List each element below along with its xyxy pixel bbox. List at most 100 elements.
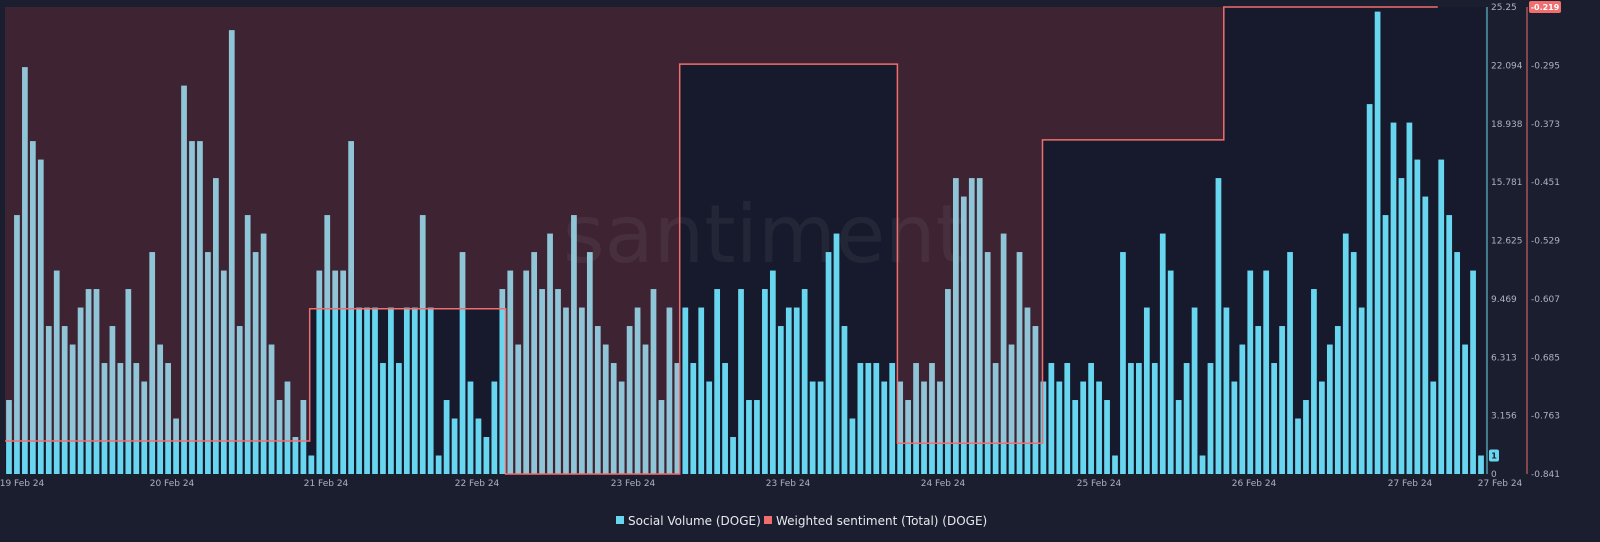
bar-segment: [1136, 363, 1142, 474]
social-volume-bar: [1199, 455, 1206, 474]
bar-segment: [189, 440, 195, 474]
bar-segment-shaded: [674, 363, 681, 474]
social-volume-bar: [1008, 344, 1015, 474]
bar-segment-shaded: [6, 400, 12, 441]
social-volume-bar: [165, 363, 171, 474]
bar-segment-shaded: [586, 252, 593, 474]
bar-segment: [1326, 344, 1333, 474]
bar-segment-shaded: [340, 270, 347, 309]
bar-segment-shaded: [507, 270, 514, 474]
bar-segment: [435, 455, 442, 474]
social-volume-bar: [77, 307, 84, 474]
bar-segment: [459, 308, 466, 474]
social-volume-bar: [730, 437, 736, 474]
social-volume-bar: [754, 400, 760, 474]
social-volume-bar: [109, 326, 116, 474]
bar-segment: [1128, 363, 1134, 474]
bar-segment: [451, 418, 458, 474]
bar-segment-shaded: [666, 307, 673, 474]
bar-segment-shaded: [594, 326, 601, 474]
social-volume-bar: [1334, 326, 1341, 474]
bar-segment-shaded: [37, 159, 44, 441]
social-volume-bar: [467, 381, 474, 474]
bar-segment: [1319, 381, 1325, 474]
bar-segment: [14, 440, 20, 474]
social-volume-bar: [1128, 363, 1134, 474]
social-volume-bar: [1016, 252, 1023, 474]
bar-segment-shaded: [953, 178, 959, 444]
bar-segment: [1255, 326, 1262, 474]
bar-segment: [1175, 400, 1182, 474]
bar-segment: [228, 440, 235, 474]
bar-segment-shaded: [1024, 307, 1031, 444]
bar-segment-shaded: [244, 215, 251, 441]
bar-segment-shaded: [260, 233, 267, 441]
social-volume-bar: [642, 344, 649, 474]
social-volume-bar: [1175, 400, 1182, 474]
social-volume-bar: [403, 307, 410, 474]
bar-segment: [1088, 363, 1094, 474]
bar-segment-shaded: [658, 400, 665, 474]
bar-segment: [714, 289, 721, 474]
bar-segment-shaded: [220, 270, 227, 441]
bar-segment-shaded: [133, 363, 140, 441]
social-volume-bar: [101, 363, 108, 474]
bar-segment: [841, 326, 848, 474]
bar-segment: [1104, 400, 1110, 474]
social-volume-bar: [929, 363, 935, 474]
bar-segment: [1446, 215, 1453, 474]
social-volume-bar: [1374, 11, 1381, 475]
social-volume-bar: [857, 363, 864, 474]
social-volume-bar: [1000, 233, 1007, 474]
social-volume-bar: [189, 141, 195, 474]
bar-segment: [754, 400, 760, 474]
bar-segment: [953, 443, 959, 474]
social-volume-bar: [157, 344, 164, 474]
watermark: santiment: [563, 188, 967, 281]
y-right-tick-label: -0.763: [1531, 412, 1560, 422]
bar-segment: [260, 440, 267, 474]
bar-segment: [340, 308, 347, 474]
bar-segment-shaded: [213, 178, 219, 441]
bar-segment: [809, 381, 816, 474]
bar-segment: [45, 440, 52, 474]
social-volume-bar: [1263, 270, 1270, 474]
social-volume-bar: [443, 400, 450, 474]
social-volume-bar: [1390, 122, 1397, 474]
bar-segment-shaded: [992, 363, 999, 444]
bar-segment: [157, 440, 164, 474]
bar-segment: [897, 443, 904, 474]
social-volume-bar: [141, 381, 148, 474]
bar-segment: [292, 440, 299, 474]
social-volume-bar: [1478, 455, 1484, 474]
bar-segment: [268, 440, 275, 474]
social-volume-bar: [1287, 252, 1293, 474]
bar-segment: [857, 363, 864, 474]
bar-segment-shaded: [960, 196, 967, 444]
social-volume-bar: [1303, 400, 1309, 474]
social-volume-bar: [37, 159, 44, 474]
bar-segment: [419, 308, 426, 474]
social-volume-bar: [873, 363, 880, 474]
bar-segment: [117, 440, 124, 474]
social-volume-bar: [976, 178, 983, 474]
social-volume-bar: [61, 326, 68, 474]
bar-segment: [236, 440, 243, 474]
bar-segment-shaded: [292, 437, 299, 441]
bar-segment: [825, 252, 832, 474]
bar-segment: [1159, 233, 1166, 474]
bar-segment: [411, 308, 418, 474]
bar-segment-shaded: [1016, 252, 1023, 444]
sentiment-line: [5, 6, 1438, 475]
bar-segment: [29, 440, 36, 474]
bar-segment: [61, 440, 68, 474]
x-tick-label: 27 Feb 24: [1478, 479, 1523, 489]
bar-segment-shaded: [45, 326, 52, 441]
bar-segment-shaded: [459, 252, 466, 309]
bar-segment: [332, 308, 339, 474]
bar-segment: [1311, 289, 1317, 474]
x-tick-label: 21 Feb 24: [304, 479, 349, 489]
social-volume-bar: [1319, 381, 1325, 474]
bar-segment: [388, 308, 394, 474]
bar-segment: [1430, 381, 1437, 474]
